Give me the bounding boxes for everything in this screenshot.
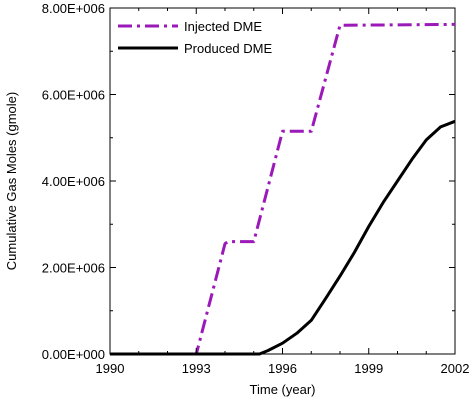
y-tick-label: 4.00E+006 xyxy=(42,174,105,189)
x-axis-label: Time (year) xyxy=(250,382,316,397)
y-axis-label: Cumulative Gas Moles (gmole) xyxy=(4,92,19,270)
y-axis: 0.00E+000 2.00E+006 4.00E+006 6.00E+006 8.00… xyxy=(42,1,455,362)
series-line-produced-dme xyxy=(110,119,456,356)
legend-label-produced-dme: Produced DME xyxy=(184,41,272,56)
x-tick-label: 1999 xyxy=(354,361,383,376)
legend-label-injected-dme: Injected DME xyxy=(184,19,262,34)
y-tick-label: 0.00E+000 xyxy=(42,347,105,362)
x-tick-label: 1990 xyxy=(96,361,125,376)
y-tick-label: 8.00E+006 xyxy=(42,1,105,16)
series-line-injected-dme xyxy=(110,22,456,356)
x-tick-label: 2002 xyxy=(441,361,470,376)
series-layer xyxy=(110,22,456,356)
plot-area xyxy=(109,7,456,355)
x-tick-label: 1993 xyxy=(182,361,211,376)
y-tick-label: 6.00E+006 xyxy=(42,88,105,103)
x-axis: 1990 1993 1996 1999 2002 xyxy=(96,8,470,376)
y-tick-label: 2.00E+006 xyxy=(42,261,105,276)
legend: Injected DME Produced DME xyxy=(118,19,272,56)
x-tick-label: 1996 xyxy=(268,361,297,376)
plot-frame xyxy=(109,7,456,355)
